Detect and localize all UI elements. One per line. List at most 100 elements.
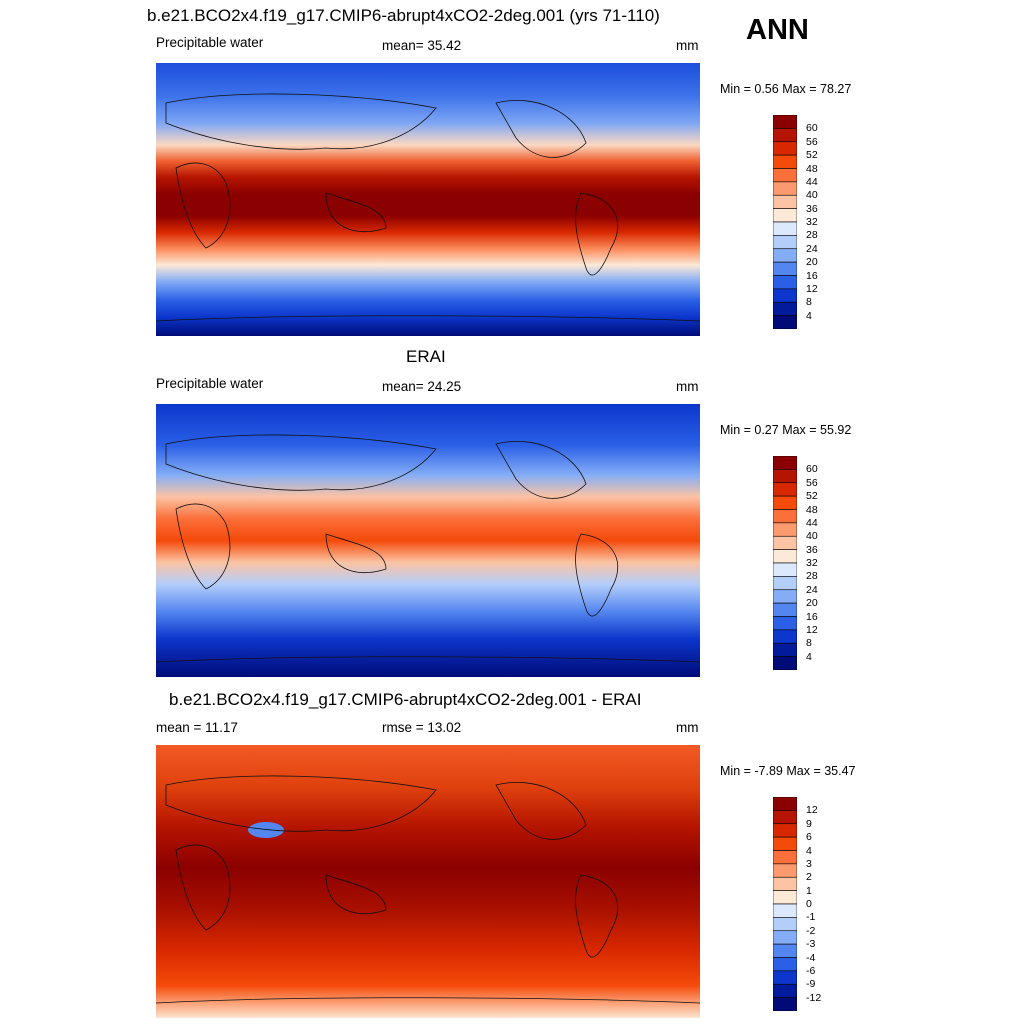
panel-2-mean-label: mean= 24.25 <box>382 379 462 394</box>
panel-3-minmax-label: Min = -7.89 Max = 35.47 <box>720 764 856 778</box>
colorbar-tick-label: -3 <box>806 938 816 951</box>
colorbar-cell <box>773 301 797 316</box>
panel-1-continents <box>156 93 700 322</box>
colorbar-cell <box>773 656 797 670</box>
panel-3-title: b.e21.BCO2x4.f19_g17.CMIP6-abrupt4xCO2-2… <box>169 690 642 709</box>
colorbar-cell <box>773 154 797 169</box>
panel-2-map <box>156 404 700 677</box>
colorbar-cell <box>773 876 797 891</box>
colorbar-cell <box>773 482 797 497</box>
colorbar-cell <box>773 957 797 972</box>
colorbar-cell <box>773 141 797 156</box>
colorbar-tick-label: 60 <box>806 122 818 135</box>
panel-1-map <box>156 63 700 336</box>
colorbar-tick-label: 40 <box>806 189 818 202</box>
colorbar-tick-label: 28 <box>806 229 818 242</box>
colorbar-tick-label: -4 <box>806 951 816 964</box>
season-label: ANN <box>746 14 809 46</box>
panel-2-continents <box>156 434 700 663</box>
colorbar-cell <box>773 168 797 183</box>
colorbar-cell <box>773 221 797 236</box>
colorbar-tick-label: 12 <box>806 282 818 295</box>
panel-3-continents <box>156 775 700 1004</box>
colorbar-tick-label: -6 <box>806 964 816 977</box>
colorbar-cell <box>773 797 797 811</box>
colorbar-cell <box>773 275 797 290</box>
colorbar-tick-label: 60 <box>806 463 818 476</box>
colorbar-tick-label: 0 <box>806 898 812 910</box>
colorbar-tick-label: 4 <box>806 844 812 857</box>
panel-2-minmax-label: Min = 0.27 Max = 55.92 <box>720 423 852 437</box>
colorbar-tick-label: 3 <box>806 857 812 870</box>
colorbar-tick-label: 32 <box>806 216 818 228</box>
panel-2-colorbar <box>773 456 797 670</box>
colorbar-tick-label: 20 <box>806 597 818 610</box>
panel-3-units-label: mm <box>676 720 699 735</box>
colorbar-cell <box>773 917 797 932</box>
colorbar-tick-label: 8 <box>806 296 812 309</box>
panel-1-title: b.e21.BCO2x4.f19_g17.CMIP6-abrupt4xCO2-2… <box>147 6 660 25</box>
panel-2-title: ERAI <box>406 347 446 366</box>
colorbar-tick-label: 44 <box>806 175 818 188</box>
colorbar-tick-label: 2 <box>806 871 812 884</box>
panel-1-colorbar <box>773 115 797 329</box>
colorbar-tick-label: 36 <box>806 202 818 215</box>
colorbar-tick-label: 56 <box>806 135 818 148</box>
colorbar-tick-label: 20 <box>806 256 818 269</box>
colorbar-tick-label: 12 <box>806 623 818 636</box>
colorbar-tick-label: -12 <box>806 991 822 1004</box>
colorbar-cell <box>773 629 797 644</box>
colorbar-tick-label: 52 <box>806 149 818 162</box>
colorbar-tick-label: 44 <box>806 516 818 529</box>
colorbar-cell <box>773 562 797 577</box>
panel-1-units-label: mm <box>676 38 699 53</box>
colorbar-cell <box>773 495 797 510</box>
colorbar-tick-label: -1 <box>806 911 816 924</box>
colorbar-cell <box>773 890 797 905</box>
colorbar-tick-label: 9 <box>806 817 812 830</box>
colorbar-tick-label: 1 <box>806 884 812 897</box>
colorbar-cell <box>773 602 797 617</box>
colorbar-tick-label: 16 <box>806 610 818 623</box>
colorbar-cell <box>773 850 797 865</box>
colorbar-cell <box>773 997 797 1011</box>
colorbar-cell <box>773 535 797 550</box>
colorbar-cell <box>773 115 797 129</box>
panel-3-rmse-label: rmse = 13.02 <box>382 720 462 735</box>
colorbar-cell <box>773 616 797 631</box>
colorbar-cell <box>773 194 797 209</box>
colorbar-cell <box>773 235 797 250</box>
colorbar-tick-label: 16 <box>806 269 818 282</box>
panel-2-variable-label: Precipitable water <box>156 376 264 391</box>
colorbar-cell <box>773 248 797 263</box>
colorbar-tick-label: -2 <box>806 924 816 937</box>
colorbar-tick-label: 40 <box>806 530 818 543</box>
panel-3-colorbar <box>773 797 797 1011</box>
colorbar-tick-label: 24 <box>806 583 818 596</box>
colorbar-tick-label: 48 <box>806 503 818 516</box>
colorbar-cell <box>773 983 797 998</box>
colorbar-cell <box>773 903 797 918</box>
colorbar-cell <box>773 509 797 524</box>
colorbar-cell <box>773 456 797 470</box>
colorbar-cell <box>773 642 797 657</box>
colorbar-tick-label: -9 <box>806 978 816 991</box>
colorbar-cell <box>773 810 797 825</box>
colorbar-tick-label: 6 <box>806 831 812 844</box>
colorbar-cell <box>773 823 797 838</box>
colorbar-cell <box>773 970 797 985</box>
colorbar-tick-label: 52 <box>806 490 818 503</box>
panel-2-units-label: mm <box>676 379 699 394</box>
colorbar-tick-label: 28 <box>806 570 818 583</box>
colorbar-tick-label: 4 <box>806 650 812 663</box>
colorbar-tick-label: 48 <box>806 162 818 175</box>
colorbar-cell <box>773 589 797 604</box>
colorbar-cell <box>773 522 797 537</box>
colorbar-cell <box>773 549 797 564</box>
colorbar-cell <box>773 208 797 223</box>
panel-1-variable-label: Precipitable water <box>156 35 264 50</box>
colorbar-cell <box>773 930 797 945</box>
panel-1-minmax-label: Min = 0.56 Max = 78.27 <box>720 82 852 96</box>
panel-1-mean-label: mean= 35.42 <box>382 38 462 53</box>
colorbar-cell <box>773 836 797 851</box>
